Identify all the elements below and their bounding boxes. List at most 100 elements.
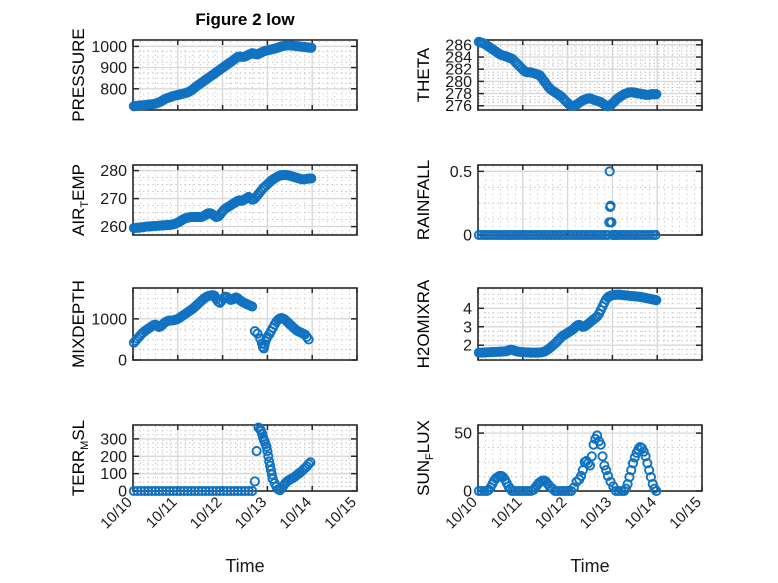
y-tick-label: 276 — [445, 98, 472, 115]
minor-gridlines — [134, 166, 356, 235]
data-series-h2omixra — [473, 289, 662, 358]
data-point — [229, 485, 240, 497]
data-point — [171, 485, 182, 497]
data-point — [247, 485, 258, 497]
data-point — [584, 460, 596, 471]
y-tick-label: 100 — [100, 466, 127, 483]
data-point — [196, 485, 208, 497]
y-axis-ticks: 260 270 280 — [100, 163, 357, 236]
minor-gridlines — [134, 40, 356, 109]
subplot-sun_flux: 0 50 — [454, 424, 703, 501]
data-point — [179, 485, 190, 497]
data-point — [251, 445, 262, 457]
data-series-air_temp — [128, 170, 317, 234]
data-series-rainfall — [473, 166, 661, 241]
data-point — [193, 485, 204, 497]
x-axis-title: Time — [225, 556, 264, 576]
y-tick-label: 280 — [445, 74, 472, 91]
data-point — [575, 470, 587, 482]
y-axis-ticks: 0 1000 — [91, 311, 357, 370]
data-point — [602, 470, 613, 482]
data-point — [597, 451, 608, 462]
data-point — [266, 469, 277, 480]
data-point — [247, 301, 258, 312]
y-tick-label: 284 — [445, 50, 472, 67]
data-point — [303, 459, 314, 470]
data-point — [157, 485, 168, 497]
subplot-mixdepth: 0 1000 — [91, 287, 358, 370]
y-tick-label: 0 — [118, 353, 127, 370]
data-point — [168, 485, 179, 497]
data-series-sun_flux — [473, 430, 662, 497]
data-point — [128, 485, 139, 497]
y-tick-label: 0 — [463, 484, 472, 501]
data-point — [305, 457, 316, 468]
y-tick-label: 260 — [100, 219, 127, 236]
data-point — [164, 485, 175, 497]
data-point — [161, 485, 172, 497]
y-axis-label-terr_msl: TERRMSL — [69, 420, 91, 496]
data-point — [606, 217, 617, 228]
y-tick-label: 1000 — [91, 311, 127, 328]
data-point — [599, 460, 610, 471]
subplot-air_temp: 260 270 280 — [100, 163, 358, 236]
data-point — [249, 326, 260, 337]
y-axis-label-air_temp: AIRTEMP — [69, 164, 91, 236]
data-point — [303, 334, 314, 345]
y-axis-ticks: 800 900 1000 — [91, 39, 357, 98]
data-point — [218, 485, 229, 497]
data-point — [651, 295, 662, 306]
data-point — [252, 328, 263, 339]
data-point — [306, 173, 317, 184]
data-point — [638, 446, 649, 457]
data-point — [651, 485, 662, 497]
y-tick-label: 0 — [463, 228, 472, 245]
data-point — [601, 465, 612, 476]
data-series-mixdepth — [128, 290, 314, 354]
data-point — [306, 42, 317, 53]
y-tick-label: 0 — [118, 484, 127, 501]
data-point — [595, 439, 606, 450]
data-point — [592, 430, 603, 441]
y-tick-label: 1000 — [91, 39, 127, 56]
y-tick-label: 50 — [454, 426, 472, 443]
data-point — [225, 485, 236, 497]
data-point — [243, 485, 254, 497]
data-point — [232, 485, 243, 497]
data-point — [211, 485, 222, 497]
data-point — [136, 485, 147, 497]
data-point — [222, 485, 233, 497]
y-axis-label-sun_flux: SUNFLUX — [414, 420, 436, 496]
y-tick-label: 2 — [463, 338, 472, 355]
data-point — [263, 451, 274, 462]
subplot-h2omixra: 2 34 — [463, 287, 703, 361]
subplot-rainfall: 00.5 — [450, 164, 703, 245]
minor-gridlines — [479, 166, 701, 234]
data-point — [189, 485, 200, 497]
data-point — [649, 483, 660, 494]
x-axis-ticks — [132, 288, 358, 360]
data-series-terr_msl — [128, 422, 316, 497]
x-axis-title: Time — [570, 556, 609, 576]
data-point — [146, 485, 157, 497]
data-point — [586, 451, 597, 462]
data-point — [132, 485, 143, 497]
y-tick-label: 282 — [445, 62, 472, 79]
y-tick-label: 286 — [445, 37, 472, 54]
y-axis-ticks: 00.5 — [450, 164, 702, 245]
data-series-theta — [473, 36, 662, 112]
data-point — [236, 485, 247, 497]
data-point — [143, 485, 154, 497]
y-tick-label: 280 — [100, 163, 127, 180]
y-tick-label: 4 — [463, 301, 472, 318]
data-point — [214, 485, 225, 497]
y-axis-label-h2omixra: H2OMIXRA — [414, 279, 433, 368]
y-tick-label: 800 — [100, 81, 127, 98]
data-point — [200, 485, 211, 497]
data-point — [620, 483, 631, 494]
major-gridlines — [478, 425, 702, 491]
y-axis-ticks: 0 50 — [454, 426, 702, 501]
